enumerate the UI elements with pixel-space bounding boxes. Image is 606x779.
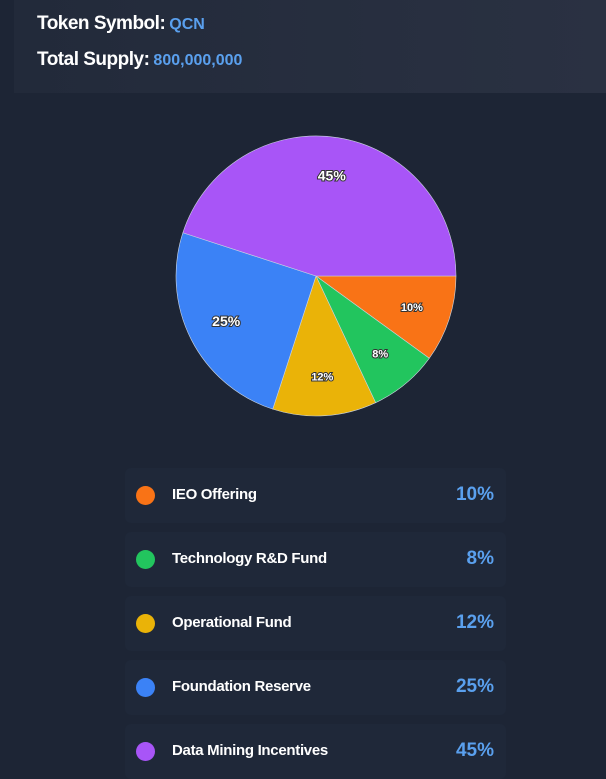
legend-label: Foundation Reserve — [172, 678, 311, 695]
legend-percent: 25% — [455, 676, 494, 697]
legend-percent: 8% — [466, 548, 494, 569]
pie-slice-2 — [272, 275, 377, 417]
legend-percent: 12% — [455, 612, 494, 633]
legend-label: Data Mining Incentives — [172, 742, 328, 759]
legend-label: Technology R&D Fund — [172, 550, 327, 567]
token-symbol: Token Symbol: QCN — [37, 13, 205, 35]
legend-percent: 10% — [455, 484, 494, 505]
token-symbol-value: QCN — [169, 16, 205, 33]
pie-slice-0 — [315, 275, 457, 359]
legend-label: Operational Fund — [172, 614, 292, 631]
legend-item: IEO Offering 10% — [125, 468, 506, 523]
legend-color-dot-icon — [136, 550, 155, 569]
pie-label-0: 10% — [401, 302, 423, 314]
total-supply-value: 800,000,000 — [153, 52, 243, 69]
legend-item: Data Mining Incentives 45% — [125, 724, 506, 779]
total-supply: Total Supply: 800,000,000 — [37, 49, 242, 71]
pie-label-2: 12% — [311, 372, 333, 384]
legend-color-dot-icon — [136, 678, 155, 697]
pie-slice-4 — [182, 135, 457, 277]
token-info-panel: Token Symbol: QCN Total Supply: 800,000,00… — [14, 0, 606, 93]
pie-label-3: 25% — [212, 313, 241, 329]
pie-slice-3 — [175, 232, 317, 410]
total-supply-label: Total Supply: — [37, 49, 150, 70]
legend-item: Operational Fund 12% — [125, 596, 506, 651]
legend-item: Technology R&D Fund 8% — [125, 532, 506, 587]
pie-label-1: 8% — [372, 349, 388, 361]
legend-label: IEO Offering — [172, 486, 257, 503]
legend-color-dot-icon — [136, 614, 155, 633]
token-symbol-label: Token Symbol: — [37, 13, 166, 34]
legend-color-dot-icon — [136, 486, 155, 505]
pie-label-4: 45% — [318, 167, 347, 183]
pie-chart: 10% 8% 12% 25% 45% — [175, 135, 457, 417]
legend-color-dot-icon — [136, 742, 155, 761]
legend-percent: 45% — [455, 740, 494, 761]
legend-item: Foundation Reserve 25% — [125, 660, 506, 715]
